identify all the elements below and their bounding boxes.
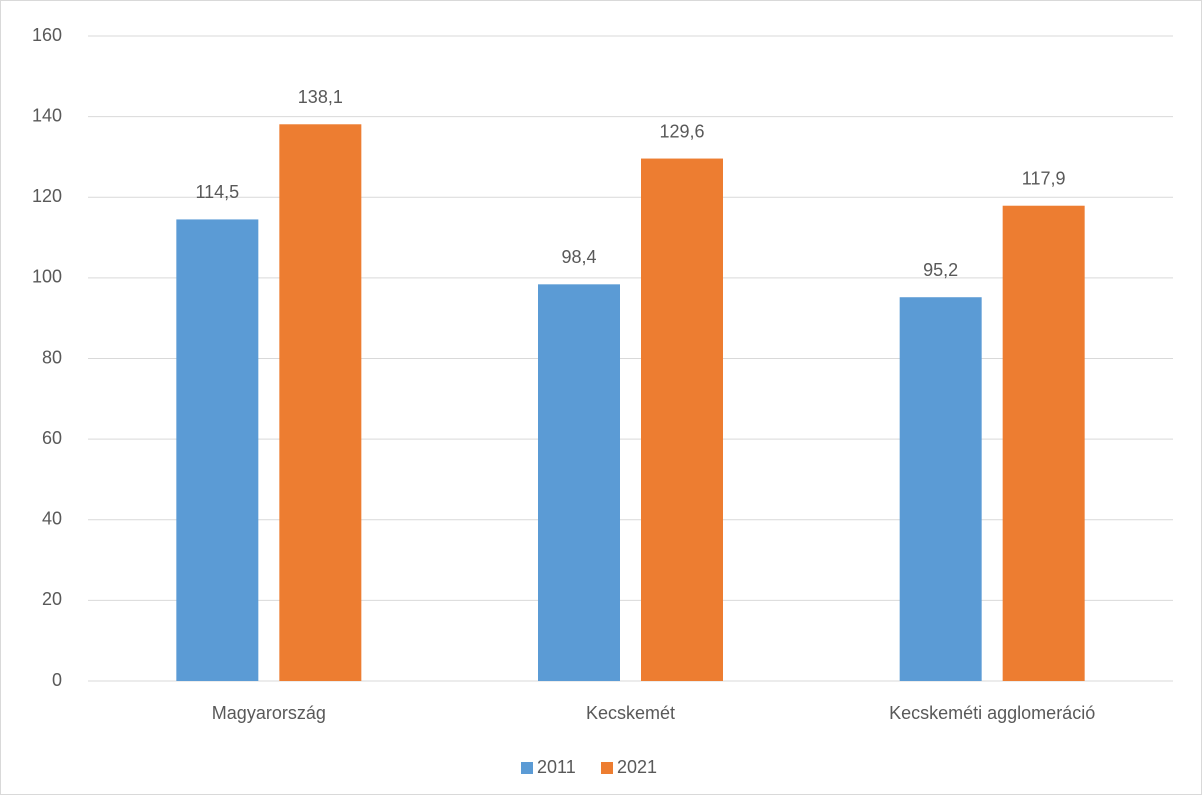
bar	[279, 124, 362, 682]
x-tick-label: Kecskeméti agglomeráció	[889, 703, 1095, 723]
data-label: 129,6	[659, 121, 704, 141]
y-tick-label: 100	[32, 267, 62, 287]
bar	[899, 297, 982, 681]
y-tick-label: 140	[32, 105, 62, 125]
y-tick-label: 40	[42, 509, 62, 529]
data-label: 117,9	[1022, 168, 1066, 188]
data-label: 98,4	[561, 247, 596, 267]
y-tick-label: 60	[42, 428, 62, 448]
legend-swatch	[521, 762, 533, 774]
y-tick-label: 80	[42, 347, 62, 367]
legend-label: 2021	[617, 757, 657, 777]
x-tick-label: Kecskemét	[586, 703, 675, 723]
bar	[538, 284, 620, 681]
data-label: 95,2	[923, 260, 958, 280]
data-label: 114,5	[195, 182, 239, 202]
legend-swatch	[601, 762, 613, 774]
y-tick-label: 160	[32, 25, 62, 45]
data-label: 138,1	[298, 87, 343, 107]
y-tick-label: 20	[42, 589, 62, 609]
bar	[176, 219, 259, 681]
bar	[1002, 205, 1085, 681]
legend-label: 2011	[537, 757, 576, 777]
bar	[641, 158, 723, 682]
y-tick-label: 0	[52, 670, 62, 690]
x-tick-label: Magyarország	[212, 703, 326, 723]
y-tick-label: 120	[32, 186, 62, 206]
